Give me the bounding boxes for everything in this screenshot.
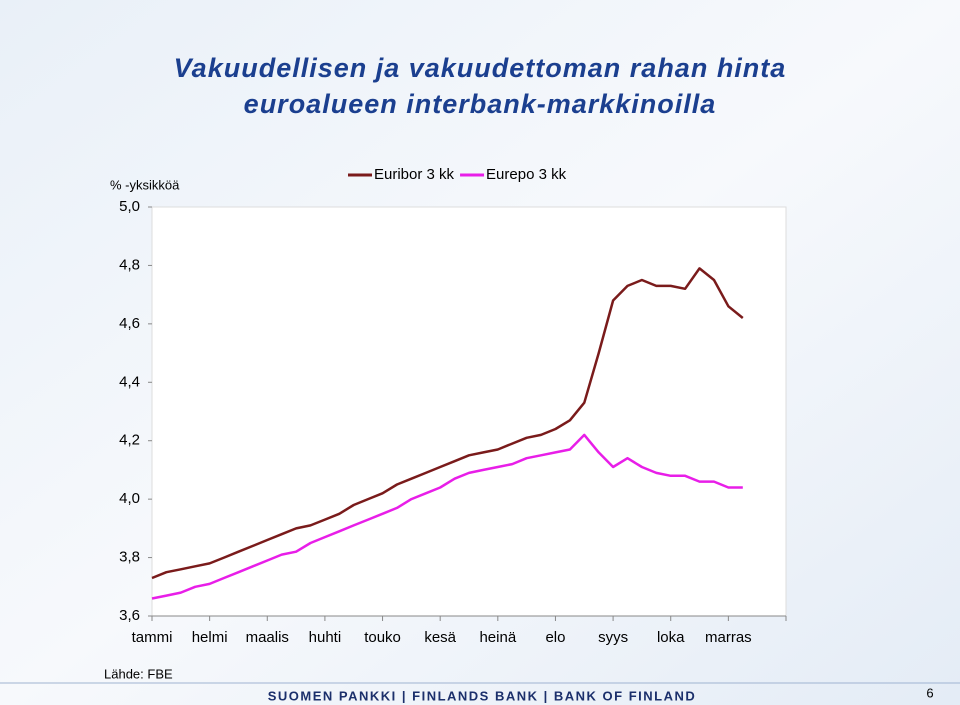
y-tick-label: 3,8 <box>119 549 140 566</box>
y-axis-label: % -yksikköä <box>110 177 180 192</box>
footer-text: SUOMEN PANKKI | FINLANDS BANK | BANK OF … <box>268 688 697 703</box>
title-line: Vakuudellisen ja vakuudettoman rahan hin… <box>174 53 787 83</box>
title-line: euroalueen interbank-markkinoilla <box>244 89 717 119</box>
y-tick-label: 5,0 <box>119 198 140 215</box>
series-line <box>151 267 744 580</box>
x-tick-label: marras <box>705 629 752 646</box>
plot-area <box>151 206 787 617</box>
x-tick-label: touko <box>364 629 401 646</box>
x-tick-label: tammi <box>132 629 173 646</box>
y-tick-label: 4,2 <box>119 432 140 449</box>
x-tick-label: loka <box>657 629 685 646</box>
x-tick-label: syys <box>598 629 628 646</box>
y-tick-label: 4,6 <box>119 315 140 332</box>
source: Lähde: FBE <box>104 666 173 681</box>
y-tick-label: 4,4 <box>119 373 140 390</box>
x-tick-label: helmi <box>192 629 228 646</box>
x-tick-label: kesä <box>424 629 456 646</box>
y-tick-label: 4,8 <box>119 256 140 273</box>
x-tick-label: maalis <box>246 629 289 646</box>
series-line <box>151 433 743 600</box>
x-tick-label: elo <box>545 629 565 646</box>
page-number: 6 <box>926 685 933 700</box>
legend-label: Euribor 3 kk <box>374 166 455 183</box>
x-tick-label: heinä <box>479 629 516 646</box>
y-tick-label: 4,0 <box>119 490 140 507</box>
y-tick-label: 3,6 <box>119 607 140 624</box>
legend-label: Eurepo 3 kk <box>486 166 567 183</box>
x-tick-label: huhti <box>309 629 342 646</box>
